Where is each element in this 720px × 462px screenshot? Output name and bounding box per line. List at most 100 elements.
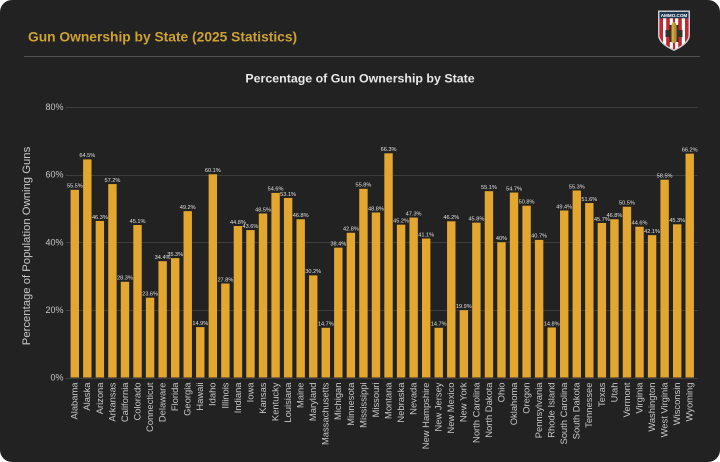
- svg-text:40.7%: 40.7%: [531, 234, 547, 240]
- svg-text:Gun Ownership by State (2025 S: Gun Ownership by State (2025 Statistics): [28, 30, 297, 45]
- svg-text:57.2%: 57.2%: [104, 178, 120, 184]
- svg-text:Hawaii: Hawaii: [194, 383, 205, 411]
- svg-text:Alaska: Alaska: [81, 382, 92, 411]
- svg-text:Utah: Utah: [608, 383, 619, 403]
- svg-text:Washington: Washington: [646, 383, 657, 432]
- svg-text:Arizona: Arizona: [94, 382, 105, 415]
- svg-text:55.5%: 55.5%: [67, 184, 83, 190]
- svg-text:46.8%: 46.8%: [293, 213, 309, 219]
- svg-text:North Carolina: North Carolina: [470, 382, 481, 443]
- svg-text:14.7%: 14.7%: [318, 322, 334, 328]
- svg-text:45.1%: 45.1%: [130, 219, 146, 225]
- svg-text:Ohio: Ohio: [495, 383, 506, 403]
- svg-text:35.3%: 35.3%: [167, 252, 183, 258]
- svg-text:Nevada: Nevada: [408, 382, 419, 415]
- svg-text:34.4%: 34.4%: [155, 255, 171, 261]
- svg-text:Pennsylvania: Pennsylvania: [533, 382, 544, 439]
- svg-text:55.3%: 55.3%: [569, 184, 585, 190]
- svg-text:45.8%: 45.8%: [468, 216, 484, 222]
- svg-text:40%: 40%: [45, 237, 63, 247]
- svg-text:14.9%: 14.9%: [192, 321, 208, 327]
- svg-text:North Dakota: North Dakota: [483, 382, 494, 438]
- svg-text:64.5%: 64.5%: [79, 153, 95, 159]
- svg-text:Idaho: Idaho: [207, 383, 218, 406]
- svg-text:Texas: Texas: [596, 382, 607, 407]
- svg-text:Montana: Montana: [382, 382, 393, 419]
- svg-text:19.9%: 19.9%: [456, 304, 472, 310]
- svg-text:Missouri: Missouri: [370, 383, 381, 418]
- svg-text:Massachusetts: Massachusetts: [320, 382, 331, 445]
- svg-text:New Mexico: New Mexico: [445, 383, 456, 434]
- svg-text:Louisiana: Louisiana: [282, 382, 293, 423]
- svg-text:50.5%: 50.5%: [619, 201, 635, 207]
- svg-text:New Jersey: New Jersey: [433, 382, 444, 431]
- svg-text:Tennessee: Tennessee: [583, 383, 594, 428]
- svg-text:Connecticut: Connecticut: [144, 382, 155, 432]
- svg-text:46.3%: 46.3%: [92, 215, 108, 221]
- svg-text:23.6%: 23.6%: [142, 292, 158, 298]
- svg-text:50.8%: 50.8%: [519, 200, 535, 206]
- svg-text:27.8%: 27.8%: [217, 277, 233, 283]
- svg-text:55.1%: 55.1%: [481, 185, 497, 191]
- svg-text:60.1%: 60.1%: [205, 168, 221, 174]
- svg-text:New Hampshire: New Hampshire: [420, 383, 431, 450]
- svg-text:Oklahoma: Oklahoma: [508, 382, 519, 426]
- svg-text:66.2%: 66.2%: [682, 147, 698, 153]
- svg-text:58.5%: 58.5%: [657, 174, 673, 180]
- svg-text:66.3%: 66.3%: [381, 147, 397, 153]
- svg-text:41.1%: 41.1%: [418, 232, 434, 238]
- svg-text:46.8%: 46.8%: [606, 213, 622, 219]
- svg-text:42.1%: 42.1%: [644, 229, 660, 235]
- svg-text:Vermont: Vermont: [621, 382, 632, 417]
- svg-text:South Dakota: South Dakota: [571, 382, 582, 440]
- svg-text:43.6%: 43.6%: [243, 224, 259, 230]
- svg-text:South Carolina: South Carolina: [558, 382, 569, 445]
- svg-text:Percentage of Gun Ownership by: Percentage of Gun Ownership by State: [245, 71, 474, 85]
- svg-text:44.8%: 44.8%: [230, 220, 246, 226]
- svg-text:54.7%: 54.7%: [506, 186, 522, 192]
- svg-text:New York: New York: [458, 382, 469, 422]
- svg-text:54.6%: 54.6%: [268, 187, 284, 193]
- svg-text:46.2%: 46.2%: [443, 215, 459, 221]
- svg-text:Kansas: Kansas: [257, 382, 268, 414]
- svg-text:30.2%: 30.2%: [305, 269, 321, 275]
- svg-text:Maryland: Maryland: [307, 383, 318, 422]
- svg-text:42.8%: 42.8%: [343, 227, 359, 233]
- svg-text:0%: 0%: [50, 373, 63, 383]
- svg-text:Minnesota: Minnesota: [345, 382, 356, 426]
- svg-text:Nebraska: Nebraska: [395, 382, 406, 423]
- svg-text:Florida: Florida: [169, 382, 180, 411]
- svg-text:80%: 80%: [45, 102, 63, 112]
- svg-text:60%: 60%: [45, 170, 63, 180]
- svg-text:48.5%: 48.5%: [255, 207, 271, 213]
- svg-text:Iowa: Iowa: [244, 382, 255, 403]
- svg-text:48.8%: 48.8%: [368, 206, 384, 212]
- svg-text:AMMO.COM: AMMO.COM: [661, 13, 688, 18]
- svg-text:45.3%: 45.3%: [669, 218, 685, 224]
- svg-text:14.8%: 14.8%: [544, 321, 560, 327]
- svg-text:45.7%: 45.7%: [594, 217, 610, 223]
- svg-text:45.2%: 45.2%: [393, 218, 409, 224]
- svg-text:14.7%: 14.7%: [431, 322, 447, 328]
- svg-text:Kentucky: Kentucky: [269, 382, 280, 421]
- svg-text:28.3%: 28.3%: [117, 276, 133, 282]
- svg-text:47.3%: 47.3%: [406, 211, 422, 217]
- svg-text:Georgia: Georgia: [182, 382, 193, 416]
- svg-text:Percentage of Population Ownin: Percentage of Population Owning Guns: [21, 146, 33, 345]
- svg-text:Mississippi: Mississippi: [357, 383, 368, 428]
- svg-text:53.1%: 53.1%: [280, 192, 296, 198]
- svg-text:49.4%: 49.4%: [556, 204, 572, 210]
- svg-text:38.4%: 38.4%: [330, 241, 346, 247]
- svg-text:Delaware: Delaware: [157, 383, 168, 423]
- svg-text:Alabama: Alabama: [69, 382, 80, 420]
- svg-text:Wisconsin: Wisconsin: [671, 383, 682, 426]
- svg-text:Illinois: Illinois: [219, 382, 230, 408]
- svg-text:51.6%: 51.6%: [581, 197, 597, 203]
- svg-text:Colorado: Colorado: [131, 383, 142, 421]
- svg-text:55.8%: 55.8%: [355, 183, 371, 189]
- svg-text:Oregon: Oregon: [520, 383, 531, 414]
- svg-text:40%: 40%: [496, 236, 507, 242]
- svg-text:Indiana: Indiana: [232, 382, 243, 414]
- svg-text:20%: 20%: [45, 305, 63, 315]
- svg-text:Virginia: Virginia: [633, 382, 644, 414]
